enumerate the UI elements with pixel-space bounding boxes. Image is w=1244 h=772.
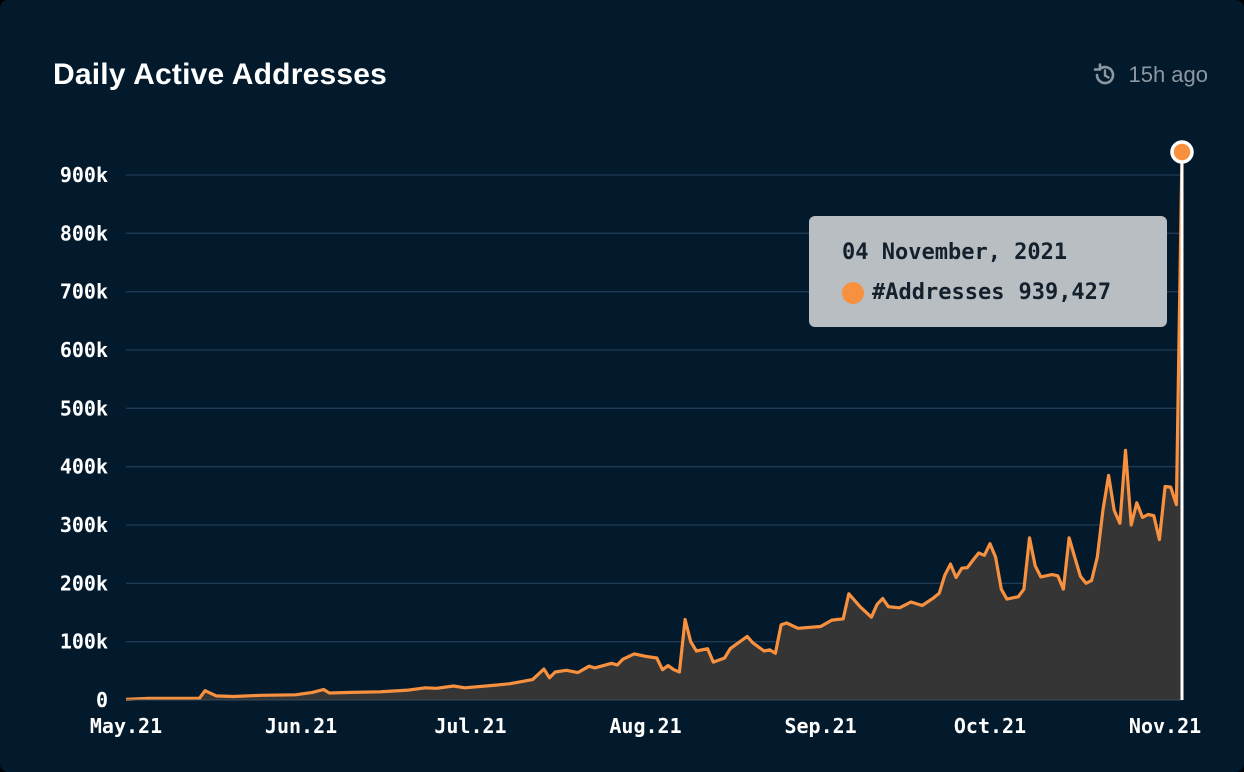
x-tick-label: Jun.21 (265, 714, 337, 738)
tooltip-value: 939,427 (1018, 280, 1112, 305)
y-tick-label: 0 (96, 688, 108, 712)
y-tick-label: 700k (60, 280, 108, 304)
x-tick-label: Nov.21 (1129, 714, 1201, 738)
y-tick-label: 100k (60, 630, 108, 654)
tooltip-series-label: #Addresses (872, 280, 1005, 305)
y-tick-label: 800k (60, 221, 108, 245)
y-tick-label: 500k (60, 396, 108, 420)
y-tick-label: 900k (60, 163, 108, 187)
last-updated-text: 15h ago (1128, 62, 1208, 87)
tooltip-date: 04 November, 2021 (842, 240, 1068, 265)
x-tick-label: Jul.21 (434, 714, 506, 738)
last-updated: 15h ago (1092, 62, 1208, 88)
x-tick-label: Sep.21 (784, 714, 856, 738)
y-tick-label: 400k (60, 455, 108, 479)
hover-point (1170, 140, 1194, 164)
series-area (126, 152, 1182, 700)
x-tick-label: Oct.21 (954, 714, 1026, 738)
y-tick-label: 600k (60, 338, 108, 362)
refresh-history-icon (1092, 62, 1118, 88)
x-tick-label: May.21 (90, 714, 162, 738)
tooltip-row: #Addresses 939,427 (842, 280, 1111, 305)
series-color-dot (842, 281, 864, 304)
x-tick-label: Aug.21 (609, 714, 681, 738)
chart-title: Daily Active Addresses (53, 58, 388, 91)
chart-tooltip: 04 November, 2021 #Addresses 939,427 (809, 216, 1167, 327)
series-line (125, 151, 1184, 701)
y-tick-label: 300k (60, 513, 108, 537)
y-tick-label: 200k (60, 571, 108, 595)
